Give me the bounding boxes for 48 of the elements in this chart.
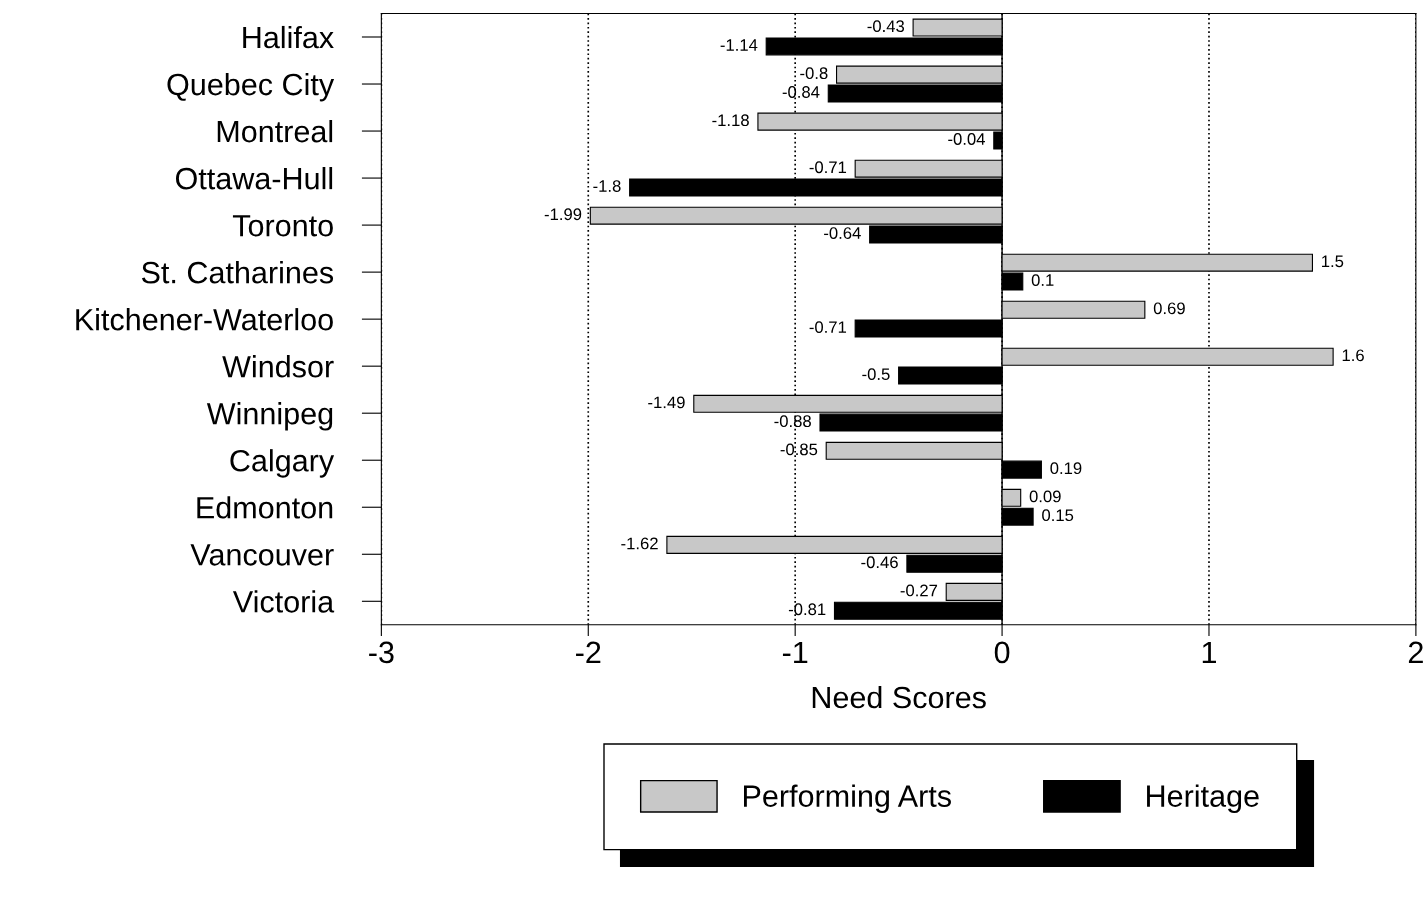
data-label: -0.71: [809, 321, 847, 334]
data-label: -0.04: [948, 133, 985, 145]
x-tick-label: 0: [994, 641, 1010, 664]
y-tick-label: Quebec City: [167, 72, 335, 102]
y-tick-label: St. Catharines: [141, 261, 334, 284]
y-tick-label: Toronto: [232, 215, 333, 237]
x-tick-label: -3: [369, 641, 394, 664]
data-label: -0.81: [788, 603, 826, 616]
y-tick-label: Kitchener-Waterloo: [76, 308, 333, 331]
data-label: -1.99: [544, 208, 582, 221]
data-label: -1.49: [648, 396, 685, 409]
y-tick-label: Montreal: [217, 119, 333, 143]
data-label: -0.64: [824, 227, 861, 239]
x-tick-label: -2: [576, 641, 601, 663]
y-tick-label: Edmonton: [197, 496, 333, 519]
y-tick-label: Vancouver: [190, 544, 334, 566]
data-label: -1.18: [712, 114, 749, 127]
y-tick-label: Calgary: [230, 449, 335, 478]
data-label: -0.8: [800, 67, 828, 80]
data-label: -0.5: [862, 368, 890, 381]
y-tick-label: Winnipeg: [206, 402, 333, 431]
data-label: 0.19: [1050, 462, 1082, 475]
x-tick-label: 1: [1202, 641, 1216, 663]
data-label: -0.88: [774, 415, 811, 428]
data-label: -1.8: [593, 180, 621, 192]
data-label: -0.85: [780, 443, 818, 456]
x-tick-label: 2: [1408, 641, 1423, 663]
data-label: -1.14: [720, 39, 758, 51]
data-label: 0.1: [1031, 274, 1054, 286]
y-tick-label: Windsor: [222, 355, 334, 378]
data-label: -0.71: [809, 161, 847, 174]
data-label: -1.62: [621, 537, 658, 550]
data-label: -0.27: [900, 584, 938, 597]
x-tick-label: -1: [782, 641, 808, 663]
x-axis-title: Need Scores: [812, 685, 986, 709]
data-label: 1.5: [1322, 255, 1344, 268]
data-label: 0.69: [1153, 302, 1185, 315]
legend-label: Heritage: [1147, 784, 1259, 813]
data-label: -0.46: [861, 556, 898, 569]
y-tick-label: Victoria: [232, 590, 335, 613]
data-label: 1.6: [1342, 349, 1364, 362]
legend-label: Performing Arts: [744, 784, 951, 813]
y-tick-label: Ottawa-Hull: [175, 167, 333, 190]
data-label: -0.84: [782, 86, 820, 98]
y-tick-label: Halifax: [243, 25, 334, 49]
data-label: 0.09: [1029, 490, 1061, 503]
data-label: 0.15: [1042, 509, 1074, 522]
data-label: -0.43: [867, 20, 905, 33]
